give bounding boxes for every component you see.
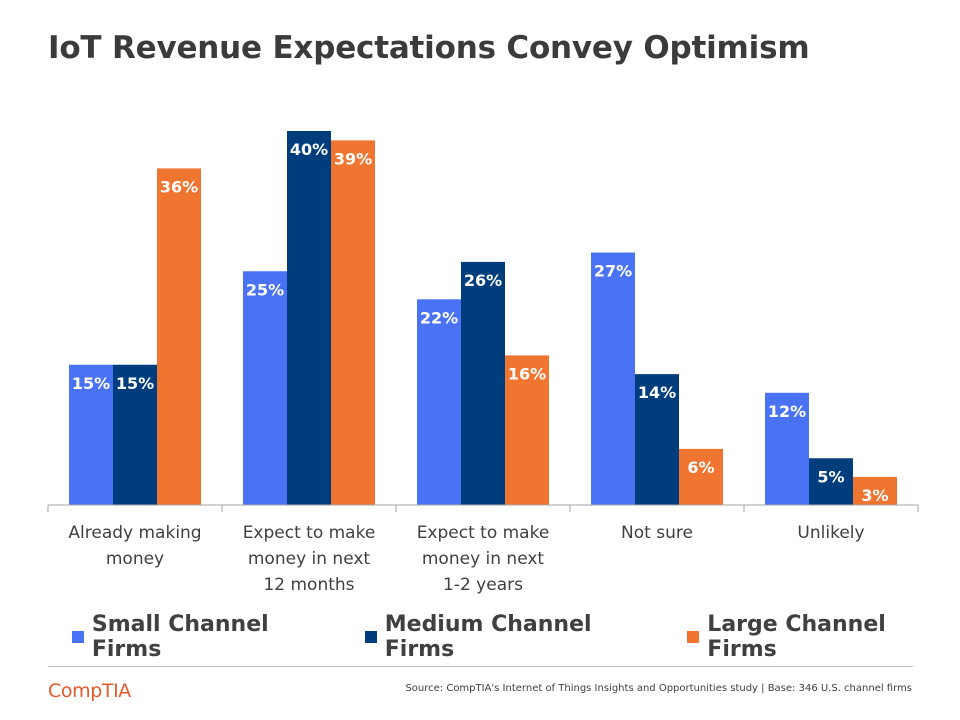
data-label: 27%: [594, 262, 632, 281]
bar-medium-4: [809, 458, 853, 505]
bar-medium-3: [635, 374, 679, 505]
page-title: IoT Revenue Expectations Convey Optimism: [48, 30, 810, 66]
legend-item-large: Large Channel Firms: [687, 612, 960, 662]
comptia-logo: CompTIA: [48, 680, 131, 702]
data-label: 3%: [861, 486, 888, 505]
data-label: 25%: [246, 280, 284, 299]
legend-label-large: Large Channel Firms: [707, 612, 886, 662]
bar-large-1: [331, 140, 375, 505]
bar-medium-0: [113, 364, 157, 505]
bar-small-4: [765, 392, 809, 505]
data-label: 6%: [687, 458, 714, 477]
x-tick-label: Expect to make money in next 12 months: [243, 523, 376, 595]
data-label: 15%: [72, 374, 110, 393]
data-label: 15%: [116, 374, 154, 393]
legend-item-small: Small Channel Firms: [72, 612, 343, 662]
data-label: 36%: [160, 177, 198, 196]
bar-small-1: [243, 271, 287, 505]
bar-medium-1: [287, 131, 331, 505]
data-label: 26%: [464, 271, 502, 290]
bar-small-2: [417, 299, 461, 505]
legend-item-medium: Medium Channel Firms: [364, 612, 666, 662]
x-tick-label: Unlikely: [797, 523, 864, 543]
bar-small-3: [591, 252, 635, 505]
data-label: 12%: [768, 402, 806, 421]
bar-chart: 15% 15% 36% Already making money 25% 40% 39% Exp…: [47, 131, 919, 595]
source-note: Source: CompTIA's Internet of Things Ins…: [405, 683, 912, 694]
legend-swatch-medium: [364, 631, 377, 643]
bar-medium-2: [461, 261, 505, 505]
bar-large-2: [505, 355, 549, 505]
data-label: 39%: [334, 149, 372, 168]
footer-divider: [48, 666, 913, 667]
x-tick-label: Not sure: [621, 523, 693, 543]
x-tick-label: Already making money: [68, 523, 201, 569]
data-label: 5%: [817, 467, 844, 486]
data-label: 22%: [420, 308, 458, 327]
legend-swatch-small: [72, 631, 84, 643]
bar-large-4: [853, 476, 897, 505]
legend-swatch-large: [687, 631, 700, 643]
data-label: 16%: [508, 364, 546, 383]
legend-label-small: Small Channel Firms: [91, 612, 269, 662]
data-label: 40%: [290, 140, 328, 159]
legend: Small Channel Firms Medium Channel Firms…: [72, 612, 960, 662]
data-label: 14%: [638, 383, 676, 402]
bar-large-0: [157, 168, 201, 505]
bar-large-3: [679, 448, 723, 505]
x-tick-label: Expect to make money in next 1-2 years: [417, 523, 550, 595]
legend-label-medium: Medium Channel Firms: [384, 612, 592, 662]
bar-small-0: [69, 364, 113, 505]
